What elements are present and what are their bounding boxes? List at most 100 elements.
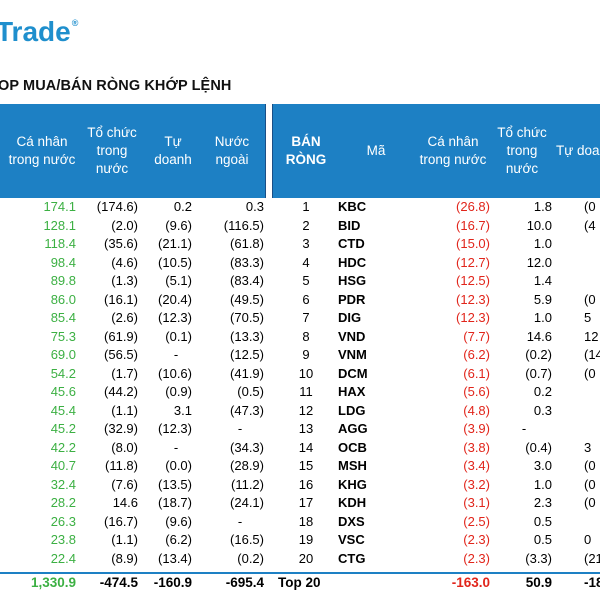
- table-cell: (15.0): [456, 236, 490, 251]
- table-cell: (8.9): [111, 550, 138, 566]
- header-ban-rong: BÁN RÒNG: [285, 134, 327, 167]
- table-cell: 42.2: [50, 439, 76, 455]
- table-row: 18 DXS (2.5) 0.5: [272, 513, 600, 532]
- table-cell: (16.1): [104, 291, 138, 307]
- table-cell: 0.3: [245, 199, 264, 214]
- table-cell: (10.5): [158, 254, 192, 270]
- header-tu-doanh-right: Tự doa: [556, 143, 600, 158]
- table-cell: 14: [298, 439, 314, 455]
- table-cell: 28.2: [50, 495, 76, 510]
- table-cell: (32.9): [104, 421, 138, 436]
- table-cell: (0: [584, 495, 596, 510]
- table-row: 3 CTD (15.0) 1.0: [272, 235, 600, 254]
- table-cell: (6.1): [463, 365, 490, 381]
- table-cell: -: [237, 513, 243, 529]
- table-cell: 18: [298, 513, 314, 529]
- table-cell: (12.3): [158, 421, 192, 436]
- table-row: 17 KDH (3.1) 2.3 (0: [272, 494, 600, 513]
- table-cell: (13.4): [158, 550, 192, 566]
- top-buy-table: Cá nhân trong nước Tổ chức trong nước Tự…: [0, 104, 266, 568]
- table-cell: 12.0: [526, 254, 552, 270]
- table-cell: (1.3): [111, 273, 138, 288]
- header-ma: Mã: [366, 143, 386, 158]
- table-cell: 1.0: [533, 236, 552, 251]
- table-row: 32.4 (7.6) (13.5) (11.2): [0, 476, 266, 495]
- ticker-code: BID: [338, 217, 361, 233]
- table-cell: (10.6): [158, 365, 192, 381]
- table-cell: 0.2: [533, 384, 552, 399]
- table-cell: (3.2): [463, 476, 490, 492]
- table-cell: 0.5: [533, 513, 552, 529]
- table-cell: (1.1): [111, 402, 138, 418]
- table-cell: (13.5): [158, 476, 192, 492]
- table-cell: (3.4): [463, 458, 490, 473]
- table-cell: (0.5): [237, 384, 264, 399]
- table-row: 26.3 (16.7) (9.6) -: [0, 513, 266, 532]
- total-right-tu-doanh: -18: [584, 575, 600, 590]
- table-cell: (61.8): [230, 236, 264, 251]
- table-cell: 0.2: [173, 199, 192, 214]
- table-row: 11 HAX (5.6) 0.2: [272, 383, 600, 402]
- table-row: 22.4 (8.9) (13.4) (0.2): [0, 550, 266, 569]
- table-cell: (0: [584, 199, 596, 214]
- table-cell: 14.6: [526, 328, 552, 344]
- table-cell: 19: [298, 532, 314, 547]
- table-row: 16 KHG (3.2) 1.0 (0: [272, 476, 600, 495]
- table-row: 15 MSH (3.4) 3.0 (0: [272, 457, 600, 476]
- table-row: 75.3 (61.9) (0.1) (13.3): [0, 328, 266, 347]
- header-to-chuc: Tổ chức trong nước: [87, 125, 137, 176]
- table-row: 174.1 (174.6) 0.2 0.3: [0, 198, 266, 217]
- table-row: 14 OCB (3.8) (0.4) 3: [272, 439, 600, 458]
- table-cell: (18.7): [158, 495, 192, 510]
- table-row: 23.8 (1.1) (6.2) (16.5): [0, 531, 266, 550]
- table-cell: 75.3: [50, 328, 76, 344]
- table-cell: 32.4: [50, 476, 76, 492]
- table-cell: (4: [584, 217, 596, 233]
- table-row: 86.0 (16.1) (20.4) (49.5): [0, 291, 266, 310]
- table-cell: 1.0: [533, 476, 552, 492]
- table-cell: (0.2): [525, 347, 552, 362]
- ticker-code: DIG: [338, 310, 362, 325]
- total-right-ca-nhan: -163.0: [451, 575, 490, 590]
- table-cell: (35.6): [104, 236, 138, 251]
- table-row: 98.4 (4.6) (10.5) (83.3): [0, 254, 266, 273]
- table-cell: -: [237, 421, 243, 436]
- table-cell: (174.6): [96, 199, 138, 214]
- ticker-code: VND: [338, 328, 366, 344]
- table-cell: [584, 383, 600, 402]
- header-to-chuc-right: Tổ chức trong nước: [497, 125, 547, 176]
- table-row: 12 LDG (4.8) 0.3: [272, 402, 600, 421]
- table-cell: (4.8): [463, 402, 490, 418]
- ticker-code: CTD: [338, 236, 365, 251]
- table-cell: (61.9): [104, 328, 138, 344]
- header-ca-nhan: Cá nhân trong nước: [8, 134, 76, 167]
- table-cell: (9.6): [165, 217, 192, 233]
- table-cell: (0: [584, 476, 596, 492]
- table-cell: (2.3): [463, 550, 490, 566]
- table-cell: (12.3): [456, 291, 490, 307]
- total-right-to-chuc: 50.9: [525, 575, 552, 590]
- table-row: 13 AGG (3.9) -: [272, 420, 600, 439]
- brand-logo: Trade®: [0, 16, 79, 47]
- table-row: 45.4 (1.1) 3.1 (47.3): [0, 402, 266, 421]
- table-cell: 128.1: [43, 217, 76, 233]
- ticker-code: VSC: [338, 532, 365, 547]
- table-cell: (5.6): [463, 384, 490, 399]
- table-cell: 3: [584, 439, 592, 455]
- table-cell: (4.6): [111, 254, 138, 270]
- table-cell: (24.1): [230, 495, 264, 510]
- table-cell: 98.4: [50, 254, 76, 270]
- table-cell: 11: [299, 384, 313, 399]
- table-cell: 12: [298, 402, 314, 418]
- table-cell: 17: [298, 495, 314, 510]
- table-cell: (6.2): [165, 532, 192, 547]
- table-cell: (0: [584, 365, 596, 381]
- table-cell: 23.8: [50, 532, 76, 547]
- table-cell: 45.6: [50, 384, 76, 399]
- table-cell: (3.1): [463, 495, 490, 510]
- table-cell: 5: [584, 310, 592, 325]
- table-cell: (5.1): [165, 273, 192, 288]
- table-row: 19 VSC (2.3) 0.5 0: [272, 531, 600, 550]
- table-cell: 26.3: [50, 513, 76, 529]
- table-row: 69.0 (56.5) - (12.5): [0, 346, 266, 365]
